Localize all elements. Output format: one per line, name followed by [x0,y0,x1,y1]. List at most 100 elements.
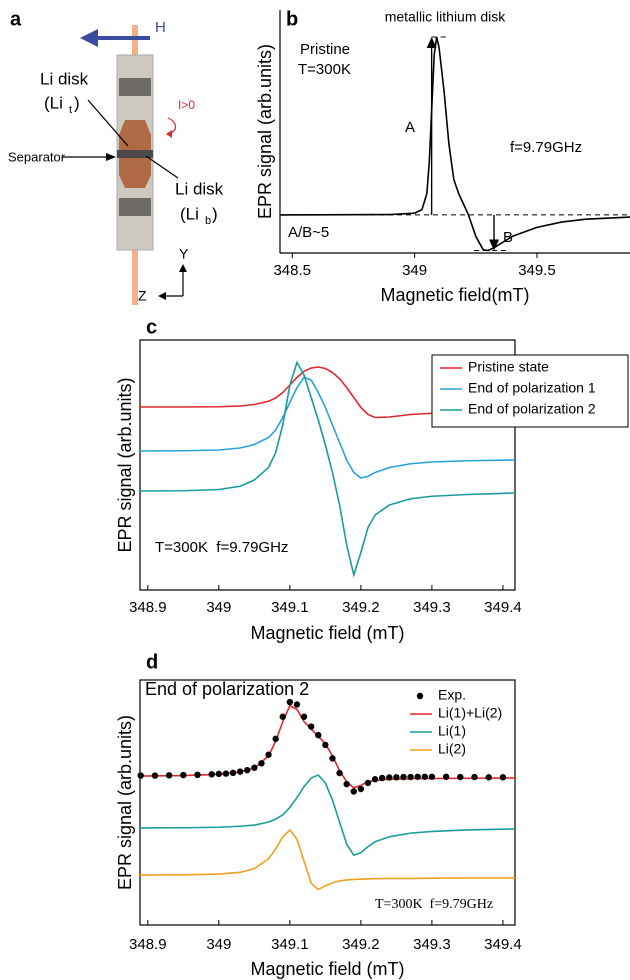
annotation: T=300K f=9.79GHz [375,897,493,912]
x-tick-label: 349.4 [484,936,522,953]
data-point [215,770,223,778]
series-line [279,36,630,252]
arrow-head [489,239,500,251]
separator-layer [117,150,153,158]
data-point [357,785,365,793]
data-point [244,766,251,774]
disk-subscript: b [205,215,211,227]
x-tick-label: 349.5 [518,262,556,279]
data-point [208,771,215,778]
cell-part [119,198,151,216]
current-label: I>0 [178,98,195,112]
legend-label: Li(2) [438,741,466,757]
y-axis-label: EPR signal (arb.units) [255,44,275,219]
data-point [293,701,301,708]
series-line [139,376,516,479]
data-point [393,774,400,781]
x-axis-label: Magnetic field (mT) [250,959,404,979]
annotation: T=300K f=9.79GHz [155,539,288,556]
arrow-head [80,29,98,47]
legend-label: End of polarization 2 [468,401,596,417]
axis-label: Y [179,246,189,262]
legend-marker [416,692,424,700]
data-point [180,771,187,779]
annotation: Pristine [300,41,350,58]
data-point [258,760,265,767]
disk-subscript: t [69,104,72,116]
field-label: H [155,19,166,36]
data-point [229,769,237,777]
data-point [165,772,173,779]
legend-label: Exp. [438,687,466,703]
data-point [371,776,379,783]
data-point [421,773,429,780]
panel-a: a H Li disk (Li t ) Separator I>0 Li dis… [8,8,224,305]
x-tick-label: 349 [206,936,231,953]
legend-label: Pristine state [468,359,549,375]
legend-box [431,354,629,428]
arrow-head [426,37,437,49]
data-point [286,698,294,706]
x-tick-label: 349.2 [342,599,380,616]
legend-label: Li(1)+Li(2) [438,705,502,721]
bottom-disk [119,158,151,188]
y-axis-label: EPR signal (arb.units) [115,715,135,890]
arrow-head [166,130,172,138]
disk-symbol: (Li [180,204,199,223]
data-point [336,769,343,777]
data-point [251,764,258,771]
top-disk [119,120,151,150]
data-point [222,770,230,777]
data-point [236,768,244,775]
data-point [343,780,350,788]
data-point [457,773,464,781]
data-point [442,773,450,780]
data-point [137,772,144,779]
series-line [139,828,515,891]
plot-frame [139,679,516,926]
annotation: f=9.79GHz [510,139,582,156]
arrow-head [158,292,166,300]
disk-label: Li disk [40,69,89,88]
data-point [485,774,492,781]
panel-label: d [146,651,158,673]
data-point [386,774,393,781]
data-point [364,779,372,787]
x-tick-label: 349.2 [342,936,380,953]
plot-frame [139,339,516,591]
data-point [471,773,478,781]
x-axis-label: Magnetic field(mT) [380,285,529,305]
x-tick-label: 349.3 [413,599,451,616]
x-tick-label: 348.9 [129,599,167,616]
y-axis-label: EPR signal (arb.units) [115,377,135,552]
annotation: A/B~5 [288,224,329,241]
data-point [307,723,315,730]
x-tick-label: 349 [206,599,231,616]
data-point [428,773,436,780]
x-tick-label: 349.1 [271,936,309,953]
disk-label: Li disk [175,179,224,198]
disk-symbol: (Li [44,93,63,112]
data-point [400,773,407,781]
x-tick-label: 348.9 [129,936,167,953]
data-point [350,788,357,795]
chart-title: metallic lithium disk [385,9,507,25]
annotation: A [405,119,415,136]
data-point [414,773,421,780]
annotation: T=300K [298,61,351,78]
x-tick-label: 349.4 [484,599,522,616]
data-point [407,773,414,781]
panel-label: c [146,316,157,338]
pointer [145,155,179,179]
data-point [322,741,329,749]
disk-symbol: ) [212,204,218,223]
data-point [272,735,279,742]
x-tick-label: 349.3 [413,936,451,953]
legend-label: Li(1) [438,723,466,739]
data-point [329,755,336,762]
data-point [151,772,159,779]
annotation: End of polarization 2 [145,679,309,699]
series-line [139,360,516,579]
data-point [279,713,286,720]
